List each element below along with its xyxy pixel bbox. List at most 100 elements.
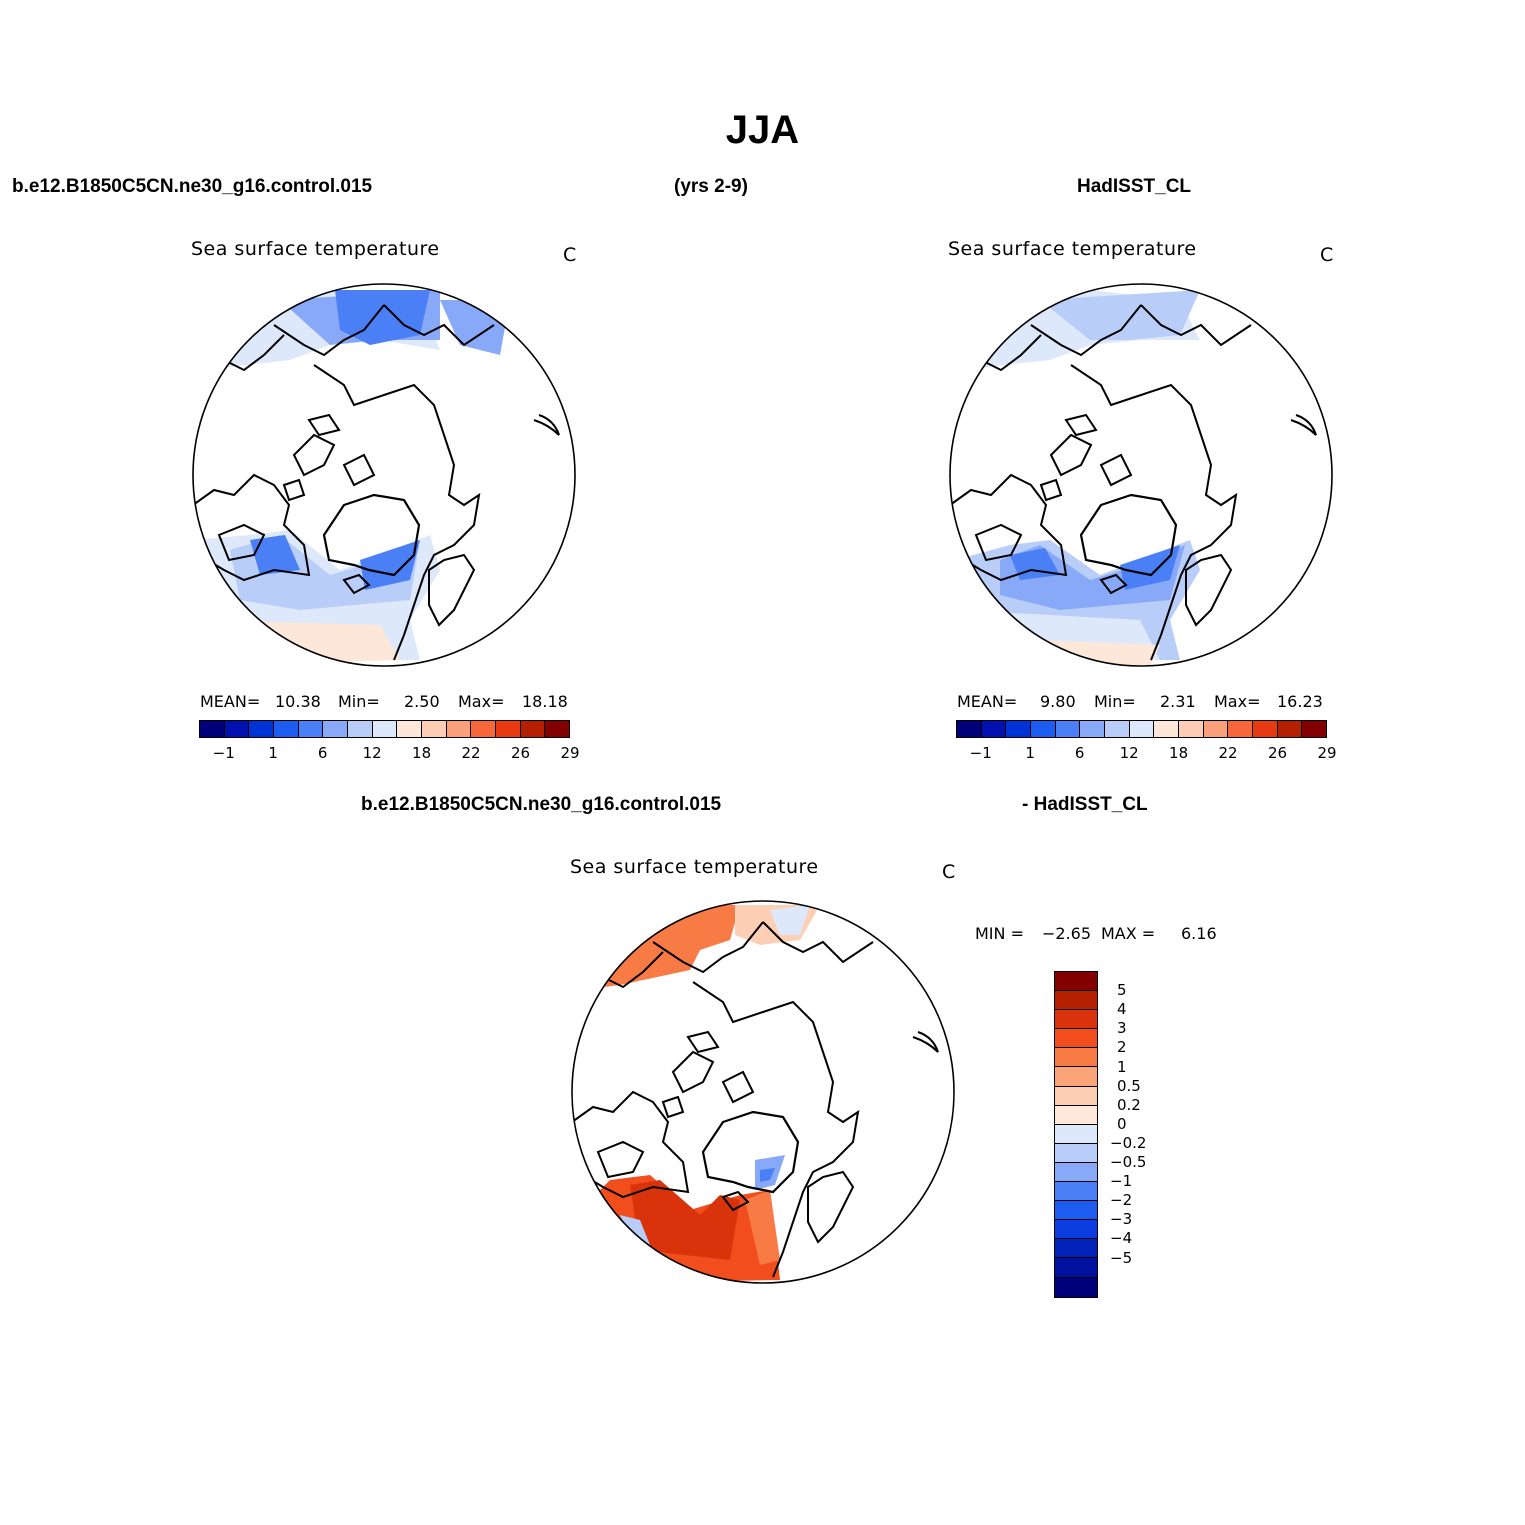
- diff-max-value: 6.16: [1181, 924, 1217, 943]
- diff-variable-label: Sea surface temperature: [570, 856, 819, 878]
- model-colorbar-swatch: [520, 721, 546, 737]
- diff-min-value: −2.65: [1042, 924, 1092, 943]
- years-header: (yrs 2-9): [674, 176, 748, 197]
- obs-colorbar-tick-label: 26: [1267, 744, 1288, 762]
- obs-colorbar-tick-label: 12: [1119, 744, 1139, 762]
- model-colorbar-swatch: [348, 721, 373, 737]
- model-min-label: Min=: [338, 692, 380, 711]
- obs-colorbar-swatch: [1277, 721, 1303, 737]
- model-colorbar-swatch: [249, 721, 275, 737]
- diff-colorbar-tick-label: −0.5: [1110, 1153, 1147, 1171]
- obs-max-value: 16.23: [1277, 692, 1323, 711]
- diff-colorbar-tick-label: 0.2: [1117, 1095, 1141, 1114]
- model-min-value: 2.50: [404, 692, 440, 711]
- diff-colorbar-swatch: [1055, 1201, 1097, 1221]
- model-mean-label: MEAN=: [200, 692, 261, 711]
- model-colorbar-tick-label: −1: [212, 744, 235, 762]
- obs-colorbar-tick-label: 22: [1218, 744, 1238, 762]
- obs-max-label: Max=: [1214, 692, 1261, 711]
- diff-colorbar-labels: 5 4 3 2 1 0.5 0.2 0 −0.2 −0.5 −1 −2 −3 −4 −5: [1108, 971, 1168, 1296]
- diff-colorbar-tick-label: −0.2: [1110, 1133, 1147, 1152]
- model-mean-value: 10.38: [275, 692, 321, 711]
- obs-colorbar-tick-label: 1: [1025, 744, 1035, 762]
- diff-colorbar-swatch: [1055, 1048, 1097, 1068]
- diff-obs-name-header: - HadISST_CL: [1022, 794, 1148, 815]
- diff-colorbar: [1054, 971, 1098, 1298]
- model-units-label: C: [563, 244, 577, 266]
- diff-colorbar-swatch: [1055, 991, 1097, 1011]
- diff-colorbar-swatch: [1055, 1067, 1097, 1087]
- obs-colorbar-swatch: [1253, 721, 1278, 737]
- model-colorbar-swatch: [298, 721, 324, 737]
- obs-colorbar-swatch: [1154, 721, 1180, 737]
- obs-colorbar: [956, 720, 1327, 738]
- model-max-value: 18.18: [522, 692, 568, 711]
- diff-colorbar-swatch: [1055, 1220, 1097, 1240]
- obs-colorbar-swatch: [981, 721, 1007, 737]
- obs-colorbar-tick-label: −1: [969, 744, 992, 762]
- model-colorbar-tick-label: 6: [317, 744, 328, 762]
- obs-variable-label: Sea surface temperature: [948, 238, 1197, 260]
- obs-colorbar-swatch: [1228, 721, 1254, 737]
- model-colorbar-swatch: [471, 721, 497, 737]
- diff-colorbar-swatch: [1055, 1182, 1097, 1202]
- main-title: JJA: [725, 108, 800, 152]
- diff-colorbar-swatch: [1055, 1143, 1097, 1163]
- model-colorbar-swatch: [545, 721, 570, 737]
- diff-colorbar-tick-label: −2: [1110, 1191, 1133, 1210]
- diff-colorbar-swatch: [1055, 1258, 1097, 1278]
- model-colorbar-swatch: [397, 721, 423, 737]
- model-max-label: Max=: [458, 692, 505, 711]
- model-map: [192, 283, 576, 667]
- diff-colorbar-tick-label: 5: [1117, 981, 1127, 1000]
- diff-colorbar-swatch: [1055, 972, 1097, 992]
- obs-colorbar-swatch: [957, 721, 982, 737]
- diff-colorbar-swatch: [1055, 1239, 1097, 1259]
- diff-colorbar-swatch: [1055, 1010, 1097, 1030]
- diff-colorbar-tick-label: −3: [1110, 1210, 1133, 1229]
- obs-colorbar-swatch: [1203, 721, 1229, 737]
- diff-max-label: MAX =: [1101, 924, 1156, 943]
- diff-colorbar-tick-label: 0.5: [1117, 1076, 1141, 1095]
- model-colorbar-tick-label: 29: [560, 744, 580, 762]
- model-colorbar-tick-label: 26: [510, 744, 531, 762]
- obs-colorbar-swatch: [1080, 721, 1106, 737]
- diff-colorbar-swatch: [1055, 1162, 1097, 1183]
- model-colorbar-swatch: [446, 721, 472, 737]
- obs-colorbar-swatch: [1302, 721, 1327, 737]
- diff-colorbar-tick-label: −4: [1110, 1229, 1133, 1248]
- diff-colorbar-swatch: [1055, 1086, 1097, 1106]
- model-colorbar-swatch: [224, 721, 250, 737]
- model-colorbar-tick-label: 12: [362, 744, 382, 762]
- diff-colorbar-tick-label: 4: [1117, 1000, 1127, 1019]
- model-colorbar-swatch: [496, 721, 521, 737]
- diff-min-label: MIN =: [975, 924, 1024, 943]
- model-colorbar-swatch: [274, 721, 299, 737]
- obs-name-header: HadISST_CL: [1077, 176, 1192, 197]
- model-colorbar-swatch: [323, 721, 349, 737]
- diff-colorbar-swatch: [1055, 1277, 1097, 1297]
- diff-units-label: C: [942, 861, 956, 883]
- diff-colorbar-tick-label: 3: [1117, 1019, 1127, 1038]
- case-name-header: b.e12.B1850C5CN.ne30_g16.control.015: [12, 176, 373, 197]
- model-colorbar-tick-label: 22: [461, 744, 481, 762]
- model-variable-label: Sea surface temperature: [191, 238, 440, 260]
- model-colorbar-tick-label: 1: [268, 744, 278, 762]
- obs-units-label: C: [1320, 244, 1334, 266]
- diff-colorbar-tick-label: 1: [1117, 1057, 1127, 1076]
- model-colorbar: [199, 720, 570, 738]
- obs-colorbar-tick-label: 29: [1317, 744, 1337, 762]
- diff-colorbar-tick-label: 0: [1117, 1114, 1127, 1133]
- model-colorbar-tick-label: 18: [412, 744, 432, 762]
- obs-colorbar-labels: −1 1 6 12 18 22 26 29: [956, 744, 1337, 764]
- model-colorbar-labels: −1 1 6 12 18 22 26 29: [199, 744, 580, 764]
- obs-colorbar-swatch: [1179, 721, 1204, 737]
- obs-colorbar-swatch: [1129, 721, 1155, 737]
- diff-case-name-header: b.e12.B1850C5CN.ne30_g16.control.015: [361, 794, 722, 815]
- obs-min-value: 2.31: [1160, 692, 1196, 711]
- diff-colorbar-tick-label: 2: [1117, 1038, 1127, 1057]
- obs-min-label: Min=: [1094, 692, 1136, 711]
- obs-colorbar-tick-label: 18: [1169, 744, 1189, 762]
- obs-colorbar-swatch: [1006, 721, 1032, 737]
- diff-colorbar-tick-label: −1: [1110, 1172, 1133, 1191]
